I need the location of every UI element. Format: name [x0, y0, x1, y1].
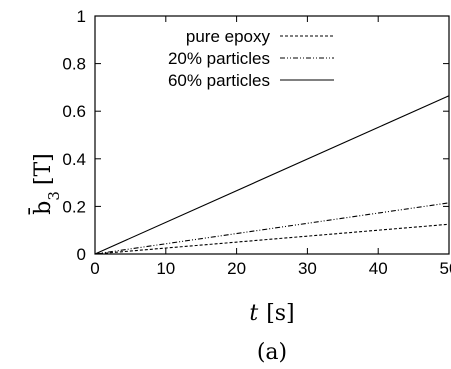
x-tick-label: 20: [227, 259, 246, 278]
x-tick-label: 50: [440, 259, 451, 278]
series-line-2: [94, 95, 450, 255]
y-axis-label: b̄3[T]: [28, 153, 63, 214]
legend: pure epoxy 20% particles 60% particles: [168, 27, 334, 90]
y-tick-label: 1: [77, 7, 86, 26]
figure-caption: (a): [257, 340, 287, 365]
svg-text:b̄3[T]: b̄3[T]: [28, 153, 63, 214]
series-layer: [94, 95, 450, 255]
x-tick-label: 0: [90, 259, 99, 278]
x-tick-label: 10: [156, 259, 175, 278]
y-tick-label: 0.6: [62, 102, 86, 121]
y-tick-label: 0: [77, 245, 86, 264]
legend-label: pure epoxy: [186, 27, 271, 46]
y-tick-label: 0.2: [62, 197, 86, 216]
y-tick-label: 0.8: [62, 55, 86, 74]
x-tick-label: 30: [298, 259, 317, 278]
legend-label: 60% particles: [168, 71, 270, 90]
series-line-1: [94, 202, 450, 255]
y-axis-symbol: b̄: [28, 201, 56, 215]
y-tick-label: 0.4: [62, 150, 86, 169]
x-axis-label: t [s]: [249, 301, 294, 326]
series-line-0: [94, 223, 450, 255]
legend-label: 20% particles: [168, 49, 270, 68]
ticks-layer: 0 10 20 30 40 50 0 0.2 0.4 0.6 0.8 1: [62, 7, 451, 278]
plot-frame: [94, 15, 450, 255]
x-tick-label: 40: [369, 259, 388, 278]
